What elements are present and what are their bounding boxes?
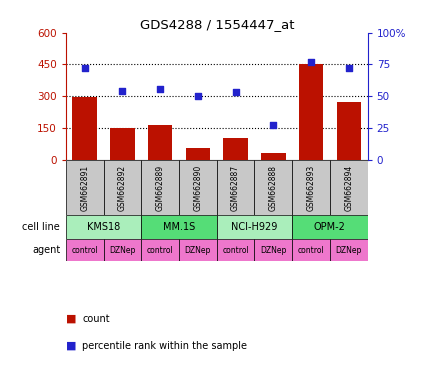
Point <box>119 88 126 94</box>
Point <box>308 59 314 65</box>
Text: control: control <box>222 246 249 255</box>
Bar <box>255 160 292 215</box>
Text: GSM662887: GSM662887 <box>231 165 240 211</box>
Text: MM.1S: MM.1S <box>163 222 195 232</box>
Text: control: control <box>298 246 324 255</box>
Title: GDS4288 / 1554447_at: GDS4288 / 1554447_at <box>139 18 294 31</box>
Text: GSM662890: GSM662890 <box>193 164 202 211</box>
Bar <box>292 239 330 261</box>
Bar <box>66 215 141 239</box>
Text: control: control <box>147 246 173 255</box>
Bar <box>261 154 286 160</box>
Bar <box>179 160 217 215</box>
Text: OPM-2: OPM-2 <box>314 222 346 232</box>
Text: percentile rank within the sample: percentile rank within the sample <box>82 341 247 351</box>
Bar <box>217 215 292 239</box>
Bar <box>330 160 368 215</box>
Bar <box>292 160 330 215</box>
Point <box>346 65 352 71</box>
Point <box>232 89 239 96</box>
Point <box>195 93 201 99</box>
Bar <box>179 239 217 261</box>
Point <box>157 86 164 92</box>
Text: GSM662894: GSM662894 <box>344 164 353 211</box>
Text: GSM662891: GSM662891 <box>80 165 89 211</box>
Text: cell line: cell line <box>23 222 60 232</box>
Bar <box>141 160 179 215</box>
Bar <box>66 239 104 261</box>
Text: NCI-H929: NCI-H929 <box>231 222 278 232</box>
Bar <box>104 239 141 261</box>
Text: count: count <box>82 314 110 324</box>
Point <box>270 122 277 129</box>
Bar <box>337 101 361 160</box>
Bar <box>186 148 210 160</box>
Text: DZNep: DZNep <box>109 246 136 255</box>
Bar <box>255 239 292 261</box>
Text: ■: ■ <box>66 314 76 324</box>
Bar <box>292 215 368 239</box>
Text: GSM662889: GSM662889 <box>156 165 164 211</box>
Text: DZNep: DZNep <box>336 246 362 255</box>
Text: DZNep: DZNep <box>185 246 211 255</box>
Text: DZNep: DZNep <box>260 246 286 255</box>
Text: control: control <box>71 246 98 255</box>
Bar <box>299 65 323 160</box>
Bar <box>141 239 179 261</box>
Point <box>81 65 88 71</box>
Text: ■: ■ <box>66 341 76 351</box>
Bar <box>104 160 141 215</box>
Bar <box>148 125 173 160</box>
Text: GSM662888: GSM662888 <box>269 165 278 210</box>
Bar <box>66 160 104 215</box>
Text: agent: agent <box>32 245 60 255</box>
Text: KMS18: KMS18 <box>87 222 120 232</box>
Bar <box>217 239 255 261</box>
Bar <box>217 160 255 215</box>
Bar <box>110 127 135 160</box>
Text: GSM662892: GSM662892 <box>118 165 127 211</box>
Bar <box>141 215 217 239</box>
Bar <box>224 137 248 160</box>
Bar <box>73 97 97 160</box>
Bar <box>330 239 368 261</box>
Text: GSM662893: GSM662893 <box>306 164 315 211</box>
